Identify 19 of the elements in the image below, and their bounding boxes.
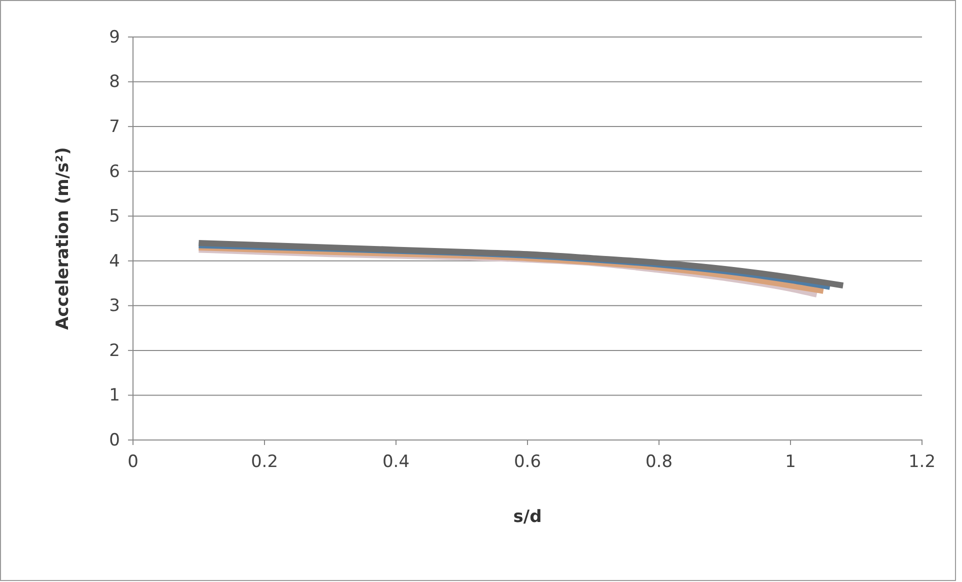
x-tick-label: 0.4 [382, 452, 410, 472]
y-tick-label: 1 [109, 386, 120, 406]
y-tick-label: 5 [109, 206, 120, 227]
y-axis-title: Acceleration (m/s²) [53, 147, 73, 330]
y-tick-label: 2 [109, 340, 120, 361]
x-tick-label: 0.6 [514, 452, 542, 472]
x-tick-label: 0 [128, 452, 138, 472]
y-tick-label: 9 [109, 27, 120, 48]
y-tick-label: 4 [109, 251, 120, 272]
x-tick-label: 0.2 [250, 452, 278, 472]
y-tick-label: 3 [109, 296, 120, 316]
x-tick-label: 1.2 [908, 452, 936, 472]
y-tick-label: 0 [109, 430, 120, 450]
y-tick-label: 7 [109, 116, 120, 137]
y-tick-label: 6 [109, 162, 120, 182]
x-axis-title: s/d [513, 507, 542, 527]
x-tick-label: 1 [785, 452, 796, 472]
x-tick-label: 0.8 [645, 452, 673, 472]
y-tick-label: 8 [109, 72, 120, 92]
